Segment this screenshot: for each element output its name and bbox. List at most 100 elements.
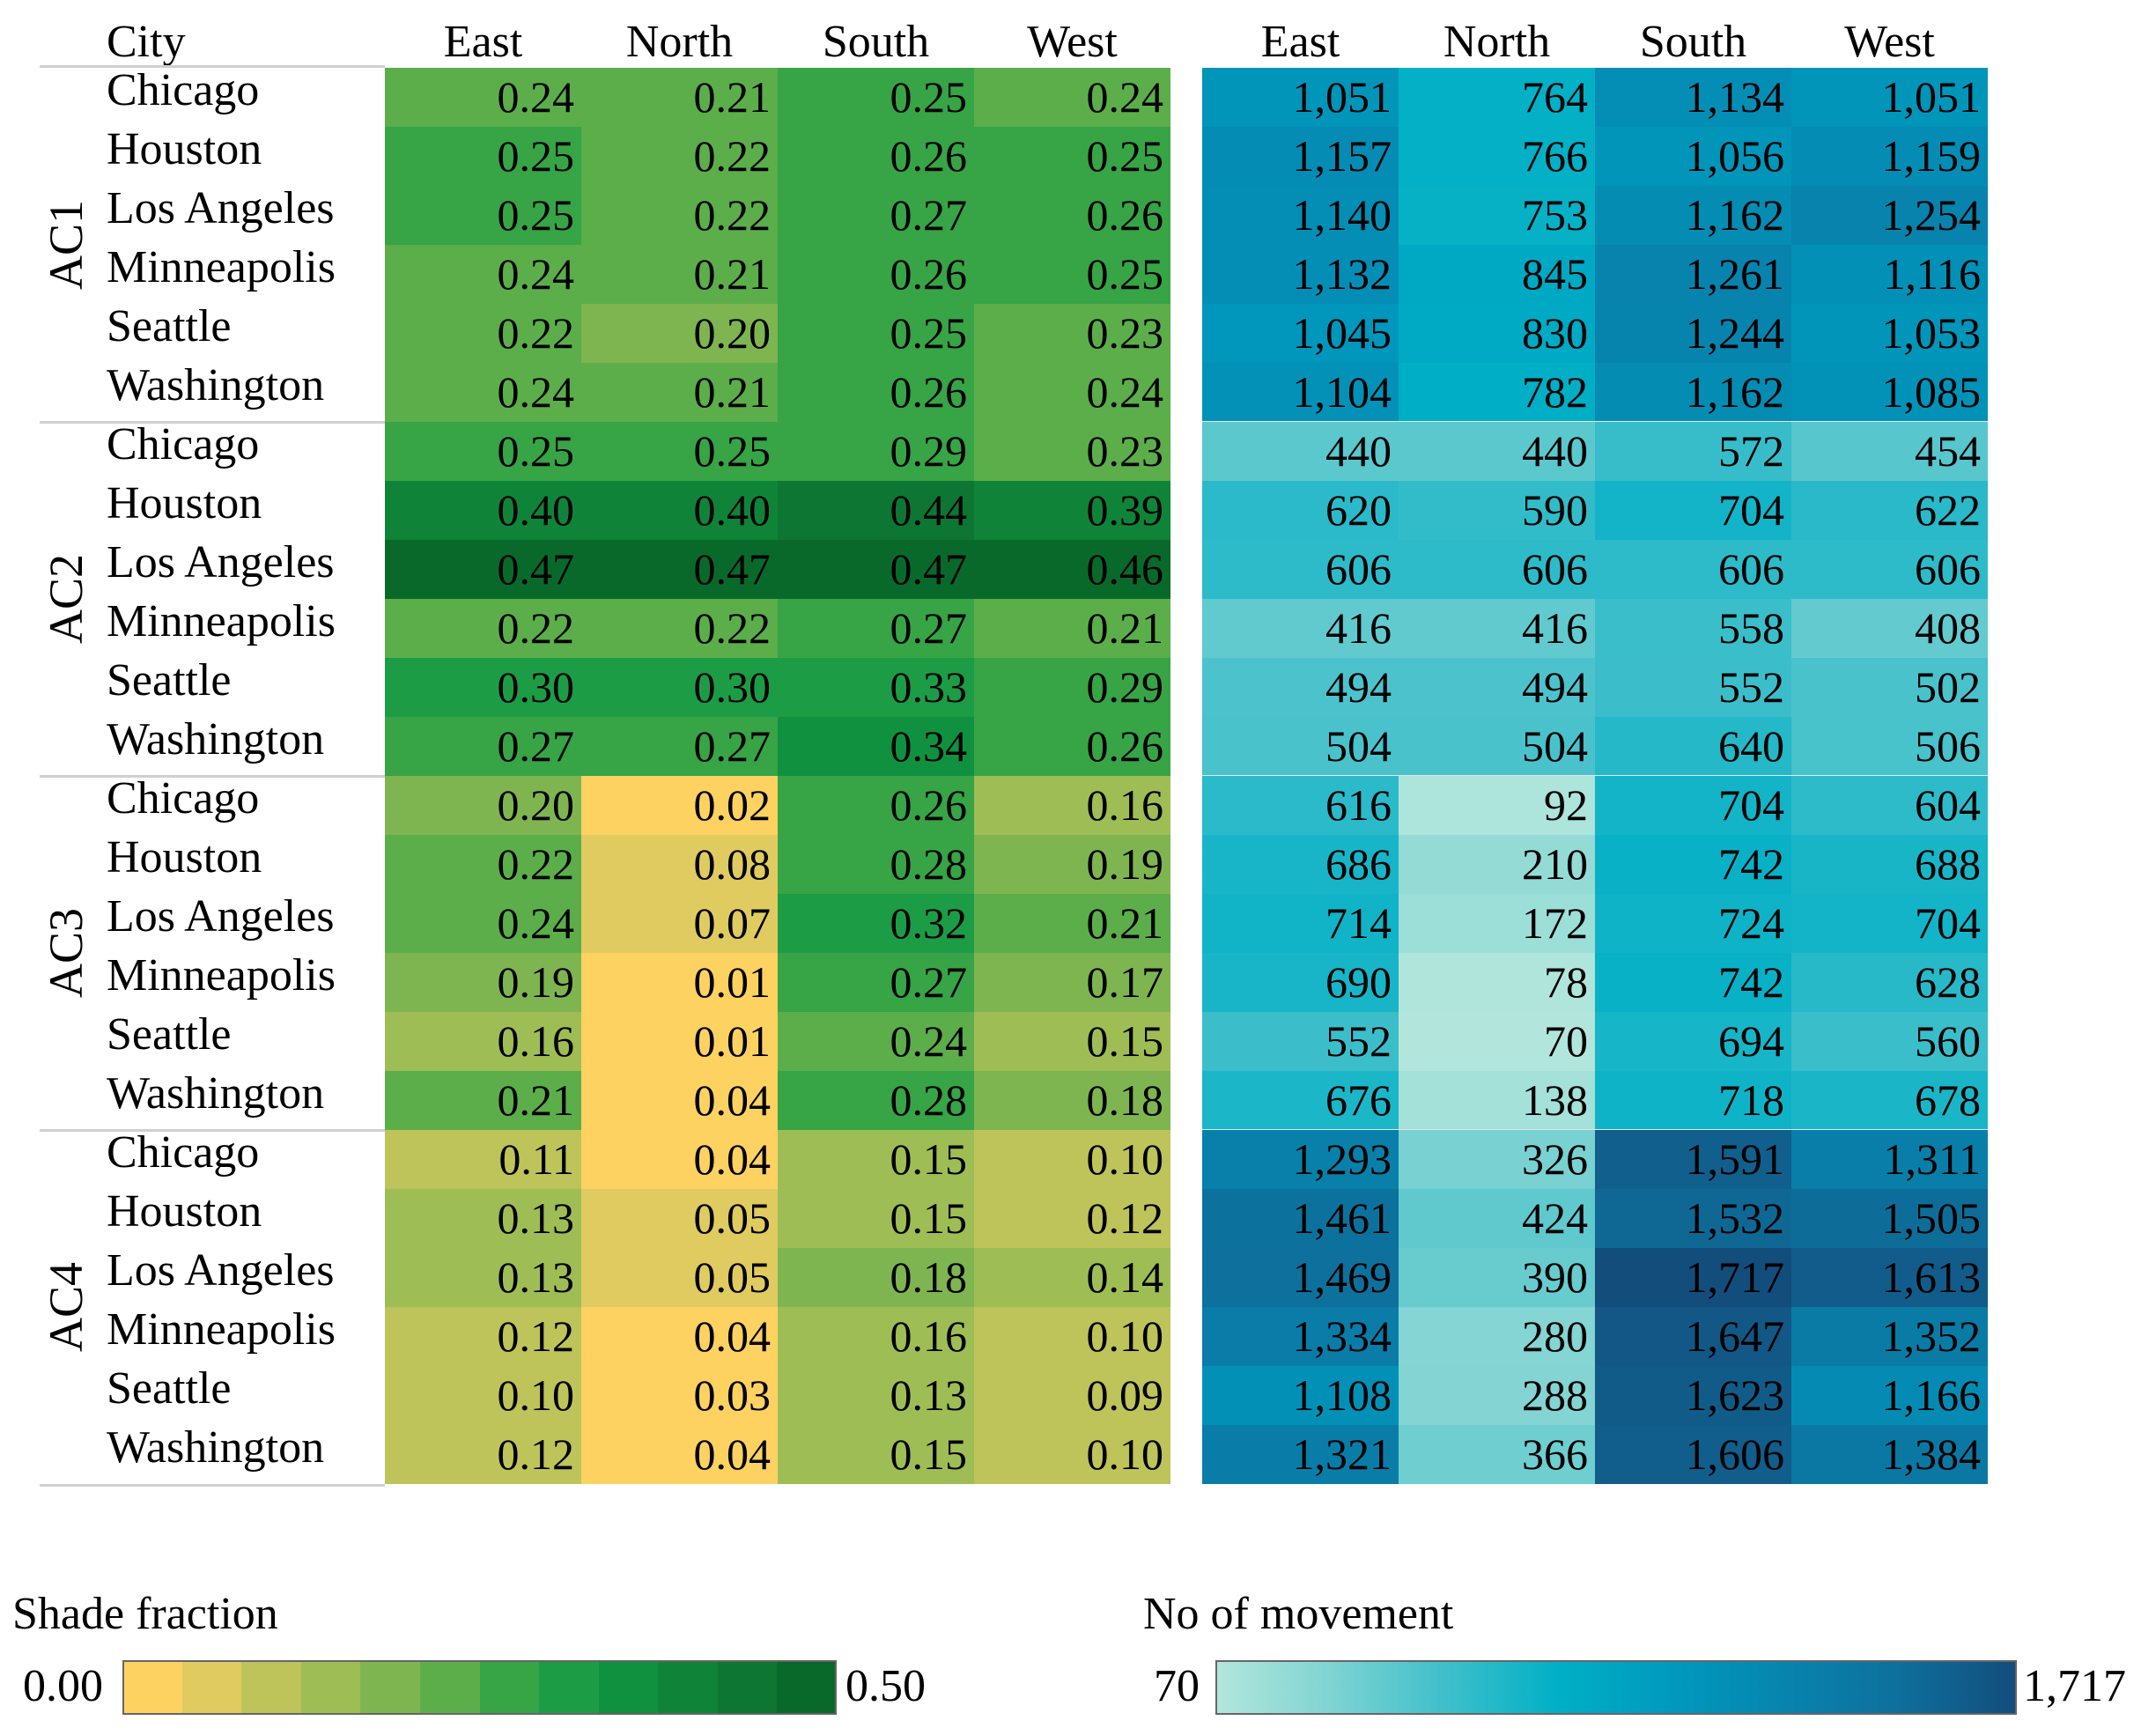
shade-cell: 0.18	[778, 1248, 974, 1307]
column-header-north: North	[1443, 17, 1551, 67]
movement-cell: 676	[1202, 1071, 1399, 1130]
movement-cell: 1,053	[1791, 304, 1988, 363]
group-label-ac1: AC1	[40, 200, 92, 291]
shade-cell: 0.27	[581, 717, 778, 776]
shade-cell: 0.32	[778, 894, 974, 953]
city-label: Minneapolis	[107, 1304, 336, 1355]
movement-cell: 1,469	[1202, 1248, 1399, 1307]
movement-cell: 504	[1202, 717, 1399, 776]
movement-cell: 1,166	[1791, 1366, 1988, 1425]
movement-cell: 686	[1202, 835, 1399, 894]
movement-cell: 1,532	[1595, 1189, 1791, 1248]
movement-cell: 558	[1595, 599, 1791, 658]
shade-cell: 0.12	[385, 1307, 581, 1366]
movement-cell: 1,045	[1202, 304, 1399, 363]
city-label: Chicago	[107, 1127, 260, 1178]
shade-cell: 0.28	[778, 1071, 974, 1130]
shade-cell: 0.26	[778, 245, 974, 304]
shade-cell: 0.22	[385, 835, 581, 894]
group-separator	[40, 1129, 385, 1132]
shade-cell: 0.29	[778, 422, 974, 481]
movement-cell: 1,591	[1595, 1130, 1791, 1189]
legend-swatch-shade	[360, 1660, 421, 1715]
shade-cell: 0.26	[778, 127, 974, 186]
city-label: Los Angeles	[107, 183, 335, 233]
shade-cell: 0.10	[974, 1425, 1170, 1484]
column-header-west: West	[1844, 17, 1935, 67]
shade-cell: 0.16	[778, 1307, 974, 1366]
movement-cell: 1,647	[1595, 1307, 1791, 1366]
shade-cell: 0.26	[974, 717, 1170, 776]
legend-title-movement: No of movement	[1143, 1589, 1454, 1639]
city-label: Minneapolis	[107, 950, 336, 1001]
group-separator	[40, 421, 385, 424]
movement-cell: 606	[1202, 540, 1399, 599]
movement-cell: 424	[1399, 1189, 1595, 1248]
movement-cell: 440	[1202, 422, 1399, 481]
city-label: Seattle	[107, 1009, 232, 1060]
shade-cell: 0.40	[385, 481, 581, 540]
movement-cell: 1,606	[1595, 1425, 1791, 1484]
movement-cell: 622	[1791, 481, 1988, 540]
movement-cell: 506	[1791, 717, 1988, 776]
legend-border-shade	[122, 1660, 837, 1715]
city-label: Washington	[107, 360, 325, 410]
movement-cell: 1,352	[1791, 1307, 1988, 1366]
city-label: Minneapolis	[107, 242, 336, 292]
movement-cell: 1,056	[1595, 127, 1791, 186]
shade-cell: 0.08	[581, 835, 778, 894]
movement-cell: 70	[1399, 1012, 1595, 1071]
movement-cell: 138	[1399, 1071, 1595, 1130]
shade-cell: 0.01	[581, 1012, 778, 1071]
shade-cell: 0.10	[974, 1130, 1170, 1189]
shade-cell: 0.47	[385, 540, 581, 599]
shade-cell: 0.24	[385, 363, 581, 422]
shade-cell: 0.23	[974, 422, 1170, 481]
movement-cell: 640	[1595, 717, 1791, 776]
shade-cell: 0.20	[385, 776, 581, 835]
movement-cell: 408	[1791, 599, 1988, 658]
shade-cell: 0.23	[974, 304, 1170, 363]
shade-cell: 0.19	[385, 953, 581, 1012]
legend-min-shade: 0.00	[23, 1661, 103, 1711]
shade-cell: 0.25	[778, 304, 974, 363]
city-label: Seattle	[107, 655, 232, 705]
shade-cell: 0.26	[778, 363, 974, 422]
movement-cell: 690	[1202, 953, 1399, 1012]
shade-cell: 0.33	[778, 658, 974, 717]
movement-cell: 78	[1399, 953, 1595, 1012]
city-label: Chicago	[107, 65, 260, 115]
shade-cell: 0.15	[778, 1425, 974, 1484]
shade-cell: 0.26	[778, 776, 974, 835]
shade-cell: 0.10	[385, 1366, 581, 1425]
shade-cell: 0.21	[385, 1071, 581, 1130]
movement-cell: 1,254	[1791, 186, 1988, 245]
shade-cell: 0.04	[581, 1130, 778, 1189]
movement-cell: 1,334	[1202, 1307, 1399, 1366]
movement-cell: 1,311	[1791, 1130, 1988, 1189]
shade-cell: 0.15	[778, 1189, 974, 1248]
shade-cell: 0.05	[581, 1248, 778, 1307]
movement-cell: 440	[1399, 422, 1595, 481]
movement-cell: 1,321	[1202, 1425, 1399, 1484]
shade-cell: 0.39	[974, 481, 1170, 540]
shade-cell: 0.47	[778, 540, 974, 599]
shade-cell: 0.10	[974, 1307, 1170, 1366]
legend-swatch-shade	[300, 1660, 361, 1715]
movement-cell: 288	[1399, 1366, 1595, 1425]
column-header-east: East	[443, 17, 523, 67]
shade-cell: 0.22	[581, 599, 778, 658]
movement-cell: 416	[1202, 599, 1399, 658]
movement-cell: 1,085	[1791, 363, 1988, 422]
shade-cell: 0.27	[778, 599, 974, 658]
movement-cell: 1,384	[1791, 1425, 1988, 1484]
shade-cell: 0.16	[974, 776, 1170, 835]
movement-cell: 753	[1399, 186, 1595, 245]
group-label-ac4: AC4	[40, 1262, 92, 1353]
movement-cell: 454	[1791, 422, 1988, 481]
movement-cell: 366	[1399, 1425, 1595, 1484]
movement-cell: 416	[1399, 599, 1595, 658]
movement-cell: 1,157	[1202, 127, 1399, 186]
movement-cell: 280	[1399, 1307, 1595, 1366]
movement-cell: 742	[1595, 953, 1791, 1012]
